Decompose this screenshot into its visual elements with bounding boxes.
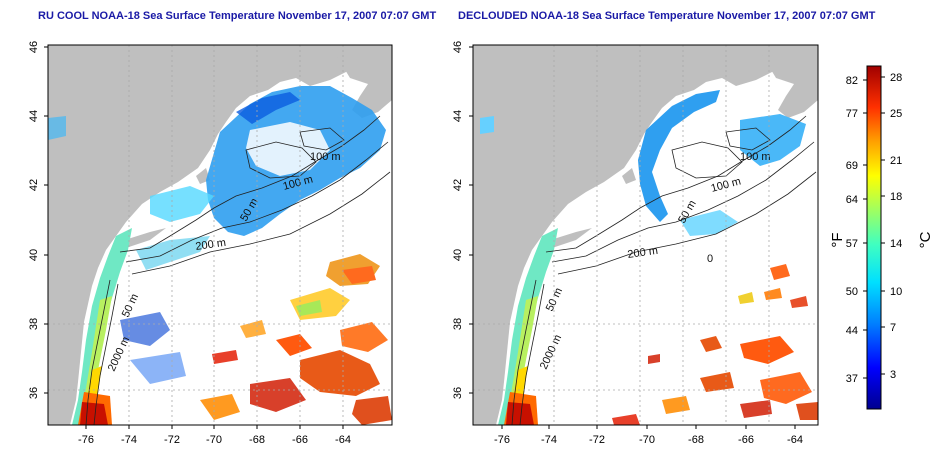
colorbar-f-tick: 37 <box>846 373 858 385</box>
left-warm-patches <box>120 254 392 425</box>
colorbar-c-tick: 10 <box>890 286 902 298</box>
left-ytick-label: 46 <box>28 41 40 53</box>
right-xtick-label: -68 <box>688 434 704 446</box>
right-xtick-label: -66 <box>738 434 754 446</box>
right-xtick-label: -64 <box>787 434 803 446</box>
colorbar-c-tick: 3 <box>890 369 896 381</box>
right-contours <box>511 115 817 425</box>
right-land <box>473 45 818 425</box>
left-xtick-label: -66 <box>292 434 308 446</box>
left-contour-label-4: 200 m <box>195 237 227 253</box>
left-contour-label-1: 100 m <box>310 151 341 163</box>
right-tick-marks <box>469 46 796 429</box>
colorbar-c-tick: 28 <box>890 72 902 84</box>
right-xtick-label: -76 <box>494 434 510 446</box>
left-xtick-label: -72 <box>164 434 180 446</box>
colorbar-f-tick: 57 <box>846 238 858 250</box>
colorbar-c-tick: 7 <box>890 322 896 334</box>
colorbar-f-tick: 64 <box>846 194 858 206</box>
left-xtick-label: -76 <box>78 434 94 446</box>
right-warm-patches <box>612 264 818 425</box>
right-contour-label-5: 0 <box>707 253 713 265</box>
left-map: 100 m 100 m 50 m 200 m 50 m 2000 m <box>47 44 393 426</box>
colorbar-celsius-label: °C <box>917 231 934 248</box>
right-gridlines <box>473 45 818 425</box>
colorbar: 82 77 69 64 57 50 44 37 28 25 21 18 14 1… <box>829 65 934 410</box>
right-contour-label-4: 200 m <box>627 245 659 261</box>
left-xtick-label: -64 <box>335 434 351 446</box>
colorbar-fahrenheit-label: °F <box>829 232 846 247</box>
colorbar-tick-marks <box>863 76 885 379</box>
colorbar-c-tick: 25 <box>890 108 902 120</box>
left-ytick-label: 40 <box>28 249 40 261</box>
right-nova-scotia <box>756 45 818 118</box>
right-xtick-label: -70 <box>639 434 655 446</box>
right-xtick-label: -72 <box>589 434 605 446</box>
left-tick-marks <box>44 46 344 429</box>
colorbar-c-tick: 14 <box>890 238 902 250</box>
left-xtick-label: -74 <box>121 434 137 446</box>
left-ytick-label: 38 <box>28 318 40 330</box>
right-ytick-label: 36 <box>452 387 464 399</box>
left-frame <box>47 44 393 426</box>
right-contour-label-1: 100 m <box>740 151 771 163</box>
colorbar-c-tick: 18 <box>890 191 902 203</box>
left-ytick-label: 36 <box>28 387 40 399</box>
right-ytick-label: 38 <box>452 318 464 330</box>
left-panel-title: RU COOL NOAA-18 Sea Surface Temperature … <box>38 10 437 22</box>
right-cape-cod <box>622 168 636 184</box>
left-gridlines <box>48 45 392 425</box>
right-ytick-label: 44 <box>452 110 464 122</box>
right-xtick-label: -74 <box>541 434 557 446</box>
left-xtick-label: -70 <box>206 434 222 446</box>
right-gulf-maine-sst <box>638 90 720 222</box>
colorbar-c-tick: 21 <box>890 155 902 167</box>
colorbar-gradient <box>866 65 882 410</box>
right-long-island <box>544 228 592 250</box>
right-ytick-label: 46 <box>452 41 464 53</box>
right-ytick-label: 42 <box>452 179 464 191</box>
colorbar-f-tick: 82 <box>846 75 858 87</box>
left-ytick-label: 44 <box>28 110 40 122</box>
right-panel-title: DECLOUDED NOAA-18 Sea Surface Temperatur… <box>458 10 876 22</box>
colorbar-f-tick: 77 <box>846 108 858 120</box>
left-long-island <box>118 228 166 250</box>
left-ytick-label: 42 <box>28 179 40 191</box>
colorbar-f-tick: 44 <box>846 325 858 337</box>
right-ytick-label: 40 <box>452 249 464 261</box>
colorbar-f-tick: 50 <box>846 286 858 298</box>
right-map: 100 m 100 m 50 m 200 m 0 50 m 2000 m <box>472 44 819 426</box>
left-nova-scotia <box>330 45 392 118</box>
right-frame <box>472 44 819 426</box>
left-contours <box>85 115 391 425</box>
colorbar-f-tick: 69 <box>846 160 858 172</box>
left-land <box>48 45 392 425</box>
left-xtick-label: -68 <box>249 434 265 446</box>
